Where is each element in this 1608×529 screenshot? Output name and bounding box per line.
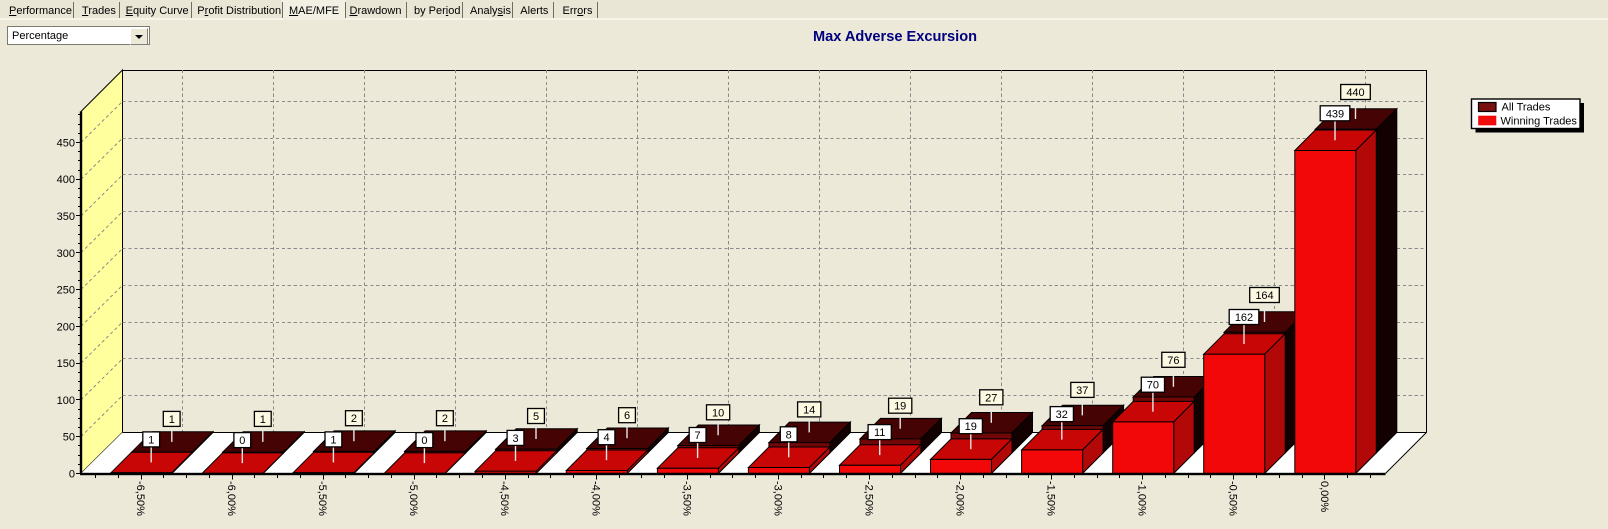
svg-text:439: 439 [1326, 108, 1344, 120]
svg-text:100: 100 [57, 395, 75, 407]
svg-text:-2,00%: -2,00% [954, 481, 966, 516]
svg-text:1: 1 [148, 434, 154, 446]
svg-text:All Trades: All Trades [1502, 102, 1551, 114]
svg-text:350: 350 [57, 211, 75, 223]
svg-text:0: 0 [239, 435, 245, 447]
svg-text:-4,00%: -4,00% [589, 481, 601, 516]
svg-text:-5,50%: -5,50% [316, 481, 328, 516]
svg-text:0: 0 [69, 468, 75, 480]
svg-text:76: 76 [1167, 355, 1179, 367]
svg-text:-6,50%: -6,50% [134, 481, 146, 516]
svg-text:0: 0 [421, 435, 427, 447]
svg-text:400: 400 [57, 174, 75, 186]
svg-text:2: 2 [351, 413, 357, 425]
svg-text:0,00%: 0,00% [1318, 481, 1330, 512]
svg-text:150: 150 [57, 358, 75, 370]
svg-text:-6,00%: -6,00% [225, 481, 237, 516]
svg-text:19: 19 [965, 421, 977, 433]
svg-text:-3,50%: -3,50% [680, 481, 692, 516]
svg-text:7: 7 [695, 430, 701, 442]
svg-text:-1,50%: -1,50% [1045, 481, 1057, 516]
svg-text:6: 6 [624, 410, 630, 422]
svg-text:4: 4 [603, 432, 609, 444]
svg-text:440: 440 [1346, 87, 1364, 99]
svg-text:5: 5 [533, 411, 539, 423]
svg-text:Winning Trades: Winning Trades [1501, 116, 1578, 128]
svg-text:1: 1 [260, 414, 266, 426]
svg-text:2: 2 [442, 413, 448, 425]
svg-text:1: 1 [169, 414, 175, 426]
svg-text:450: 450 [57, 137, 75, 149]
svg-text:14: 14 [803, 404, 815, 416]
svg-text:-2,50%: -2,50% [863, 481, 875, 516]
svg-text:-0,50%: -0,50% [1227, 481, 1239, 516]
svg-text:1: 1 [330, 434, 336, 446]
svg-text:10: 10 [712, 407, 724, 419]
svg-text:19: 19 [894, 401, 906, 413]
svg-text:32: 32 [1056, 409, 1068, 421]
svg-text:70: 70 [1147, 380, 1159, 392]
svg-text:50: 50 [63, 432, 75, 444]
svg-text:250: 250 [57, 285, 75, 297]
svg-text:-5,00%: -5,00% [407, 481, 419, 516]
svg-text:27: 27 [985, 392, 997, 404]
svg-text:-4,50%: -4,50% [498, 481, 510, 516]
svg-text:300: 300 [57, 248, 75, 260]
svg-text:11: 11 [874, 427, 885, 439]
svg-text:-1,00%: -1,00% [1136, 481, 1148, 516]
svg-text:200: 200 [57, 321, 75, 333]
svg-text:162: 162 [1235, 312, 1253, 324]
svg-text:8: 8 [786, 429, 792, 441]
svg-text:164: 164 [1255, 290, 1273, 302]
svg-text:37: 37 [1076, 385, 1088, 397]
svg-text:-3,00%: -3,00% [771, 481, 783, 516]
svg-text:3: 3 [512, 433, 518, 445]
